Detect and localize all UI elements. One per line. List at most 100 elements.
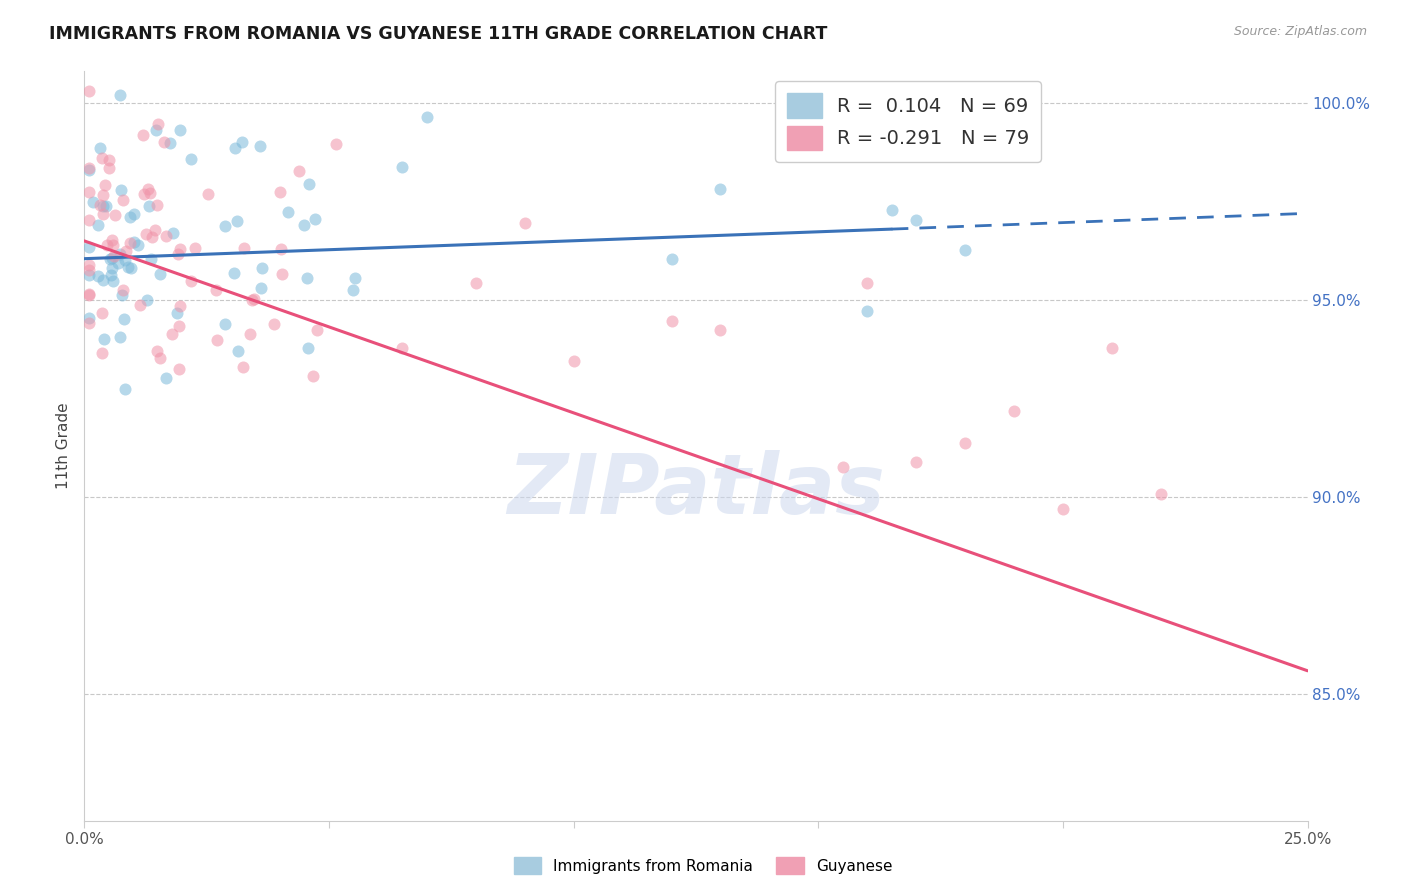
Point [239,327,262,342]
Point [271,267,294,281]
Point [91,151,114,165]
Point [135,227,157,242]
Point [464,276,486,290]
Point [162,227,184,241]
Point [77,316,100,330]
Point [292,218,315,232]
Point [225,214,247,228]
Point [155,229,177,244]
Point [89,197,111,211]
Point [149,351,172,365]
Point [143,222,166,236]
Point [112,311,135,326]
Point [169,123,191,137]
Point [250,281,273,295]
Point [118,211,141,225]
Point [298,177,321,191]
Point [146,343,169,358]
Point [138,199,160,213]
Point [344,270,367,285]
Legend: R =  0.104   N = 69, R = -0.291   N = 79: R = 0.104 N = 69, R = -0.291 N = 79 [775,81,1040,162]
Point [96,238,118,252]
Point [91,207,114,221]
Point [169,299,191,313]
Point [112,193,135,207]
Point [90,345,112,359]
Point [101,274,124,288]
Point [91,199,114,213]
Point [709,323,731,337]
Point [269,185,291,199]
Point [249,138,271,153]
Point [108,247,131,261]
Point [167,247,190,261]
Point [297,341,319,355]
Point [136,182,159,196]
Point [513,216,536,230]
Point [139,252,162,267]
Point [103,249,125,263]
Point [79,263,101,277]
Point [160,327,183,342]
Point [118,235,141,250]
Point [1101,341,1123,355]
Point [205,333,228,347]
Point [243,292,266,306]
Point [138,186,160,200]
Point [167,319,190,334]
Point [831,459,853,474]
Point [77,268,100,282]
Point [224,266,246,280]
Point [145,123,167,137]
Point [709,182,731,196]
Point [277,205,299,219]
Point [214,317,236,331]
Point [325,137,347,152]
Point [94,178,117,193]
Point [905,455,928,469]
Point [122,207,145,221]
Point [77,161,100,176]
Point [104,208,127,222]
Point [155,371,177,385]
Point [304,212,326,227]
Point [562,353,585,368]
Point [250,261,273,276]
Y-axis label: 11th Grade: 11th Grade [56,402,72,490]
Point [856,304,879,318]
Point [117,260,139,274]
Point [82,195,104,210]
Point [132,128,155,142]
Point [110,183,132,197]
Point [98,252,121,267]
Point [661,252,683,267]
Point [111,288,134,302]
Point [114,382,136,396]
Point [122,235,145,249]
Point [129,298,152,312]
Point [149,267,172,281]
Text: ZIPatlas: ZIPatlas [508,450,884,532]
Point [108,330,131,344]
Point [905,213,928,227]
Point [89,140,111,154]
Point [224,140,246,154]
Point [270,243,292,257]
Point [1002,404,1025,418]
Point [91,273,114,287]
Point [77,186,100,200]
Point [166,305,188,319]
Point [184,241,207,255]
Point [1150,486,1173,500]
Point [111,283,134,297]
Point [240,293,263,307]
Legend: Immigrants from Romania, Guyanese: Immigrants from Romania, Guyanese [508,851,898,880]
Point [77,212,100,227]
Point [101,238,124,252]
Point [100,251,122,265]
Point [146,198,169,212]
Point [107,256,129,270]
Point [77,240,100,254]
Point [1052,501,1074,516]
Point [180,152,202,166]
